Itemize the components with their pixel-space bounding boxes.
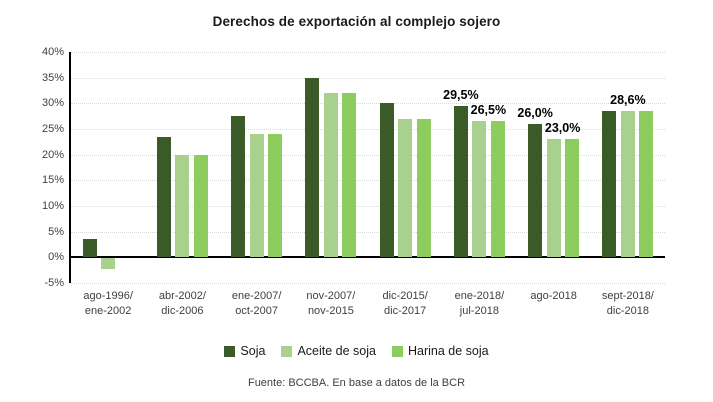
bar-aceite-de-soja: [101, 258, 116, 269]
data-label: 26,0%: [517, 105, 553, 120]
bar-soja: [231, 116, 246, 258]
bar-harina-de-soja: [565, 139, 580, 258]
y-axis-tick-label: 0%: [48, 251, 64, 264]
bar-harina-de-soja: [268, 134, 283, 258]
bar-soja: [453, 105, 468, 258]
y-axis-tick-label: 20%: [41, 148, 64, 161]
x-axis-zero-line: [69, 256, 665, 259]
bar-aceite-de-soja: [323, 93, 338, 258]
bar-soja: [305, 77, 320, 258]
legend-swatch-soja: [224, 345, 236, 357]
bar-aceite-de-soja: [398, 118, 413, 258]
bar-aceite-de-soja: [472, 121, 487, 258]
bar-aceite-de-soja: [249, 134, 264, 258]
legend-label-aceite: Aceite de soja: [297, 344, 376, 358]
y-axis-tick-label: -5%: [44, 277, 64, 289]
bar-harina-de-soja: [490, 121, 505, 258]
gridline: [71, 52, 665, 53]
legend-item-soja: Soja: [224, 344, 265, 358]
bar-aceite-de-soja: [546, 139, 561, 258]
gridline: [71, 180, 665, 182]
data-label: 29,5%: [443, 87, 479, 102]
gridline: [71, 77, 665, 79]
data-label: 28,6%: [610, 92, 646, 107]
bar-soja: [602, 110, 617, 258]
x-axis-category-label: nov-2007/nov-2015: [306, 290, 356, 317]
y-axis-tick-label: 25%: [41, 123, 64, 135]
x-axis-category-label: ago-2018: [530, 290, 577, 302]
gridline: [71, 231, 665, 233]
legend-label-harina: Harina de soja: [407, 344, 489, 358]
x-axis-category-label: ago-1996/ene-2002: [83, 290, 133, 317]
gridline: [71, 154, 665, 156]
y-axis-tick-label: 15%: [41, 174, 64, 187]
y-axis-tick-label: 30%: [41, 97, 64, 110]
bar-harina-de-soja: [342, 93, 357, 258]
legend: Soja Aceite de soja Harina de soja: [0, 344, 713, 358]
bar-soja: [379, 103, 394, 258]
gridline: [71, 283, 665, 284]
x-axis-category-label: dic-2015/dic-2017: [382, 290, 428, 317]
y-axis-line: [69, 52, 71, 283]
legend-label-soja: Soja: [240, 344, 266, 358]
gridline: [71, 129, 665, 130]
x-axis-category-label: sept-2018/dic-2018: [601, 290, 654, 317]
bar-soja: [156, 136, 171, 258]
data-label: 26,5%: [470, 103, 507, 118]
x-axis-category-label: ene-2018/jul-2018: [454, 290, 505, 317]
gridline: [71, 206, 665, 207]
legend-swatch-aceite: [281, 345, 293, 357]
bar-harina-de-soja: [193, 154, 208, 258]
legend-item-harina: Harina de soja: [391, 344, 489, 358]
y-axis-tick-label: 40%: [41, 46, 64, 58]
chart-title: Derechos de exportación al complejo soje…: [212, 14, 501, 29]
y-axis-tick-label: 10%: [41, 200, 64, 212]
bar-aceite-de-soja: [620, 110, 635, 258]
legend-item-aceite: Aceite de soja: [281, 344, 376, 358]
bar-soja: [82, 239, 97, 258]
bar-aceite-de-soja: [175, 154, 190, 258]
bar-harina-de-soja: [639, 110, 654, 258]
bar-harina-de-soja: [416, 118, 431, 258]
legend-swatch-harina: [391, 345, 403, 357]
bar-soja: [528, 123, 543, 258]
x-axis-category-label: ene-2007/oct-2007: [231, 290, 282, 317]
gridline: [71, 103, 665, 105]
y-axis-tick-label: 5%: [48, 225, 64, 238]
y-axis-tick-label: 35%: [41, 71, 64, 84]
data-label: 23,0%: [544, 121, 581, 136]
x-axis-category-label: abr-2002/dic-2006: [158, 290, 206, 317]
source-note: Fuente: BCCBA. En base a datos de la BCR: [247, 377, 466, 389]
